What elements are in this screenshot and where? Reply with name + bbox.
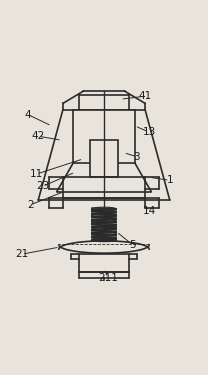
Text: 11: 11 <box>30 169 43 179</box>
Text: 3: 3 <box>134 152 140 162</box>
Text: 2: 2 <box>27 200 33 210</box>
Text: 14: 14 <box>142 206 156 216</box>
Bar <box>79 254 129 272</box>
Text: 41: 41 <box>138 91 152 101</box>
Text: 1: 1 <box>166 176 173 185</box>
Text: 211: 211 <box>98 273 118 283</box>
Bar <box>73 110 135 163</box>
Text: 4: 4 <box>25 110 31 120</box>
Bar <box>90 140 118 177</box>
Text: 13: 13 <box>142 127 156 137</box>
Text: 5: 5 <box>129 240 136 250</box>
Text: 21: 21 <box>15 249 28 259</box>
Text: 42: 42 <box>32 131 45 141</box>
Text: 23: 23 <box>36 182 49 192</box>
